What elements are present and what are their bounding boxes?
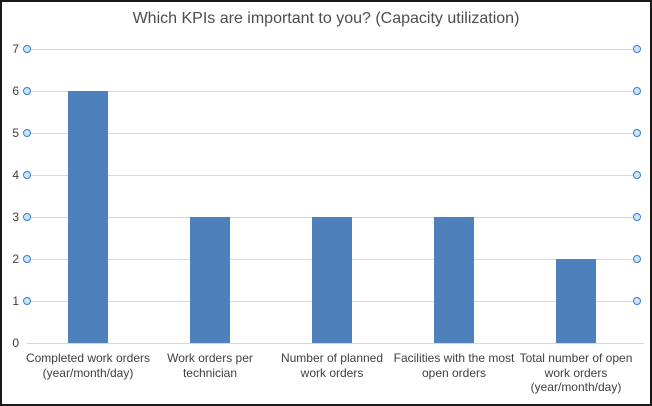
x-tick-label-5: Total number of open work orders (year/m…: [519, 351, 633, 395]
y-tick-label-3: 3: [12, 210, 19, 224]
tick-marker-icon: [633, 213, 641, 221]
tick-marker-icon: [633, 171, 641, 179]
bar-2: [190, 217, 230, 343]
tick-marker-icon: [23, 213, 31, 221]
tick-marker-icon: [633, 129, 641, 137]
x-axis-line: [27, 342, 644, 344]
tick-marker-icon: [23, 171, 31, 179]
bar-1: [68, 91, 108, 343]
x-tick-label-3: Number of planned work orders: [280, 351, 384, 380]
y-tick-label-7: 7: [12, 42, 19, 56]
bar-5: [556, 259, 596, 343]
plot-area: [23, 45, 644, 344]
y-tick-label-6: 6: [12, 84, 19, 98]
y-tick-label-5: 5: [12, 126, 19, 140]
y-tick-label-4: 4: [12, 168, 19, 182]
gridline: [31, 90, 633, 92]
y-axis: 0 1 2 3 4 5 6 7: [2, 2, 19, 404]
tick-marker-icon: [633, 297, 641, 305]
tick-marker-icon: [23, 297, 31, 305]
y-tick-label-0: 0: [12, 336, 19, 350]
gridline: [31, 132, 633, 134]
tick-marker-icon: [633, 45, 641, 53]
x-tick-label-2: Work orders per technician: [167, 351, 253, 380]
x-tick-label-4: Facilities with the most open orders: [393, 351, 515, 380]
y-tick-label-1: 1: [12, 294, 19, 308]
tick-marker-icon: [23, 129, 31, 137]
bar-3: [312, 217, 352, 343]
tick-marker-icon: [23, 255, 31, 263]
gridline: [31, 174, 633, 176]
x-tick-label-1: Completed work orders (year/month/day): [25, 351, 151, 380]
tick-marker-icon: [23, 87, 31, 95]
y-tick-label-2: 2: [12, 252, 19, 266]
chart-title: Which KPIs are important to you? (Capaci…: [132, 10, 520, 27]
tick-marker-icon: [633, 255, 641, 263]
tick-marker-icon: [23, 45, 31, 53]
gridline: [31, 48, 633, 50]
tick-marker-icon: [633, 87, 641, 95]
bar-4: [434, 217, 474, 343]
